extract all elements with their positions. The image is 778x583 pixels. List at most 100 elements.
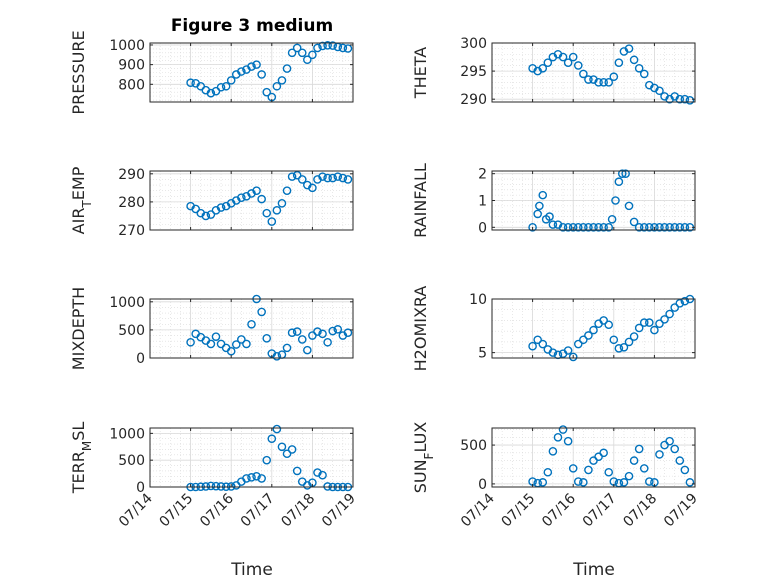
- data-point: [237, 67, 246, 76]
- series-markers: [528, 169, 695, 232]
- y-tick-label: 500: [460, 438, 487, 454]
- data-point: [303, 55, 312, 65]
- data-point: [252, 471, 261, 481]
- data-point: [650, 223, 659, 232]
- data-point: [670, 444, 680, 454]
- data-point: [247, 62, 256, 71]
- data-point: [558, 425, 568, 434]
- data-point: [262, 208, 272, 218]
- data-point: [680, 94, 690, 104]
- data-point: [589, 223, 598, 232]
- data-point: [257, 474, 266, 483]
- data-point: [287, 328, 297, 338]
- subplot-4: 0 1 2 RAINFALL: [411, 163, 696, 238]
- data-point: [599, 78, 608, 87]
- data-point: [675, 298, 685, 308]
- data-point: [257, 307, 266, 317]
- data-point: [308, 183, 317, 193]
- data-point: [318, 41, 327, 51]
- data-point: [247, 473, 256, 482]
- x-tick-label: 07/19: [319, 491, 359, 531]
- data-point: [604, 223, 614, 232]
- data-point: [328, 173, 338, 183]
- data-point: [594, 223, 603, 232]
- data-point: [655, 86, 664, 96]
- data-point: [338, 43, 348, 53]
- data-point: [639, 223, 649, 232]
- subplot-1: 800 900 1000 PRESSURE: [69, 30, 354, 115]
- y-tick-label: 1000: [109, 426, 145, 442]
- data-point: [216, 82, 226, 92]
- subplot-5: 0 500 1000 MIXDEPTH: [69, 287, 354, 370]
- data-point: [634, 323, 644, 333]
- data-point: [247, 319, 256, 329]
- data-point: [670, 223, 680, 232]
- data-point: [599, 316, 608, 325]
- data-point: [579, 223, 588, 232]
- data-point: [206, 339, 216, 349]
- subplot-6: 5 10 H2OMIXRA: [411, 286, 696, 371]
- data-point: [568, 352, 578, 362]
- data-point: [262, 334, 272, 343]
- data-point: [528, 341, 537, 351]
- series-markers: [186, 170, 353, 226]
- y-tick-label: 2: [478, 167, 487, 183]
- data-point: [272, 206, 282, 215]
- axes-box: [491, 298, 696, 359]
- data-point: [675, 456, 685, 465]
- data-point: [665, 223, 674, 232]
- data-point: [323, 337, 332, 347]
- data-point: [548, 348, 558, 357]
- data-point: [543, 467, 553, 477]
- y-tick-label: 0: [478, 220, 487, 236]
- data-point: [538, 190, 548, 200]
- data-point: [634, 223, 644, 232]
- data-point: [609, 72, 619, 82]
- axes-box: [149, 42, 354, 103]
- y-tick-label: 295: [460, 64, 487, 80]
- y-tick-label: 1000: [109, 38, 145, 54]
- figure-title: Figure 3 medium: [171, 16, 333, 36]
- data-point: [343, 328, 353, 338]
- y-axis-label: SUNFLUX: [411, 422, 436, 494]
- data-point: [237, 193, 246, 202]
- data-point: [323, 41, 332, 50]
- data-point: [680, 465, 690, 475]
- data-point: [629, 55, 639, 65]
- data-point: [528, 223, 537, 232]
- data-point: [242, 339, 251, 349]
- x-tick-label: 07/17: [238, 491, 278, 531]
- data-point: [568, 464, 578, 473]
- x-tick-label: 07/17: [580, 491, 620, 531]
- y-tick-label: 1: [478, 194, 487, 210]
- data-point: [277, 442, 287, 452]
- subplot-8: 0 500 07/14 07/15 07/16 07/17 07/18 07/19 SUNFLU…: [411, 422, 701, 531]
- data-point: [563, 223, 573, 232]
- data-point: [282, 343, 292, 353]
- data-point: [624, 201, 634, 211]
- data-point: [665, 309, 674, 319]
- data-point: [186, 78, 195, 88]
- axes-box: [491, 427, 696, 488]
- data-point: [599, 223, 608, 232]
- data-point: [650, 325, 659, 335]
- data-point: [604, 467, 614, 477]
- y-axis-label: MIXDEPTH: [69, 287, 88, 370]
- data-point: [333, 172, 343, 181]
- y-axis-label: TERRMSL: [69, 422, 94, 495]
- y-tick-label: 0: [478, 477, 487, 493]
- data-point: [313, 327, 322, 336]
- data-point: [634, 444, 644, 454]
- y-tick-label: 270: [118, 223, 145, 239]
- data-point: [282, 64, 292, 73]
- data-point: [262, 87, 272, 97]
- data-point: [568, 52, 578, 62]
- data-point: [338, 173, 348, 183]
- data-point: [538, 339, 548, 349]
- data-point: [617, 169, 627, 178]
- data-point: [201, 482, 211, 491]
- data-point: [579, 335, 588, 345]
- data-point: [257, 70, 266, 79]
- data-point: [563, 346, 573, 355]
